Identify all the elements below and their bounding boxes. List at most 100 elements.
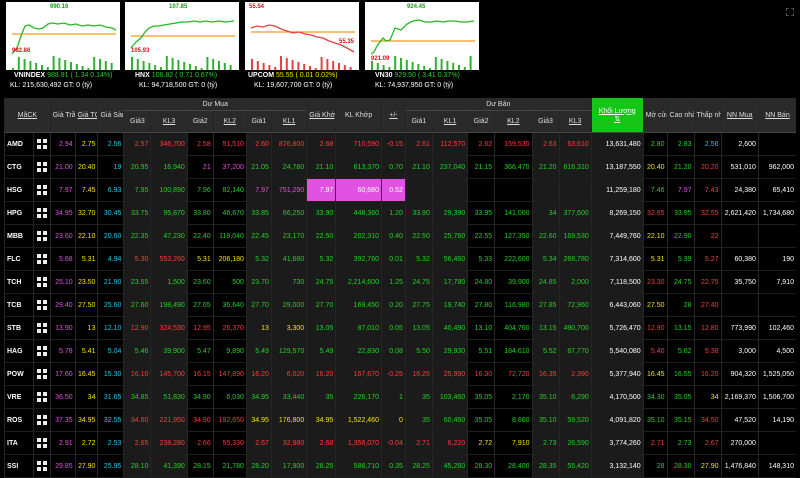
table-row[interactable]: ITA 2.91 2.72 2.53 2.65 238,280 2.66 55,330 2.67… (3, 431, 796, 455)
index-chart-vn30[interactable]: 924.45 921.09 (365, 2, 479, 70)
volume-bar (136, 59, 139, 70)
cell-symbol[interactable]: SSI (3, 454, 34, 478)
chart-grid-icon[interactable] (33, 293, 51, 317)
chart-grid-icon[interactable] (33, 132, 51, 156)
cell-symbol[interactable]: FLC (3, 247, 34, 271)
index-summary-hnx: HNX 106.82 ( 0.71 0.67%) (135, 71, 217, 81)
chart-grid-icon[interactable] (33, 247, 51, 271)
header-ceiling[interactable]: Giá Trần (49, 98, 76, 133)
volume-bar (411, 62, 414, 70)
table-row[interactable]: SSI 29.85 27.90 25.95 28.10 41,390 28.15 21,780… (3, 454, 796, 478)
cell-symbol[interactable]: STB (3, 316, 34, 340)
cell-symbol[interactable]: HSG (3, 178, 34, 202)
table-row[interactable]: CTG 21.00 20.40 19 20.95 16,940 21 37,200 21.05 2… (3, 155, 796, 179)
header-total-volume[interactable]: Khối Lượng ⇅ (590, 98, 644, 133)
index-chart-upcom[interactable]: 55.54 55.35 (245, 2, 359, 70)
header-floor[interactable]: Giá Sàn (97, 98, 124, 133)
header-ref[interactable]: Giá TC (74, 98, 98, 133)
chart-grid-icon[interactable] (33, 201, 51, 225)
volume-bar (309, 66, 311, 70)
cell-symbol[interactable]: TCH (3, 270, 34, 294)
chart-grid-icon[interactable] (33, 431, 51, 455)
header-sell-kl2[interactable]: KL2 (494, 110, 533, 133)
header-sell-g1[interactable]: Giá1 (404, 110, 433, 133)
table-row[interactable]: STB 13.90 13 12.10 12.90 324,530 12.95 26,370 13… (3, 316, 796, 340)
cell-sell-kl3: 616,310 (558, 155, 592, 179)
table-row[interactable]: HAG 5.78 5.41 5.04 5.46 39,900 5.47 9,890 5.49 12… (3, 339, 796, 363)
cell-symbol[interactable]: CTG (3, 155, 34, 179)
chart-grid-icon[interactable] (33, 339, 51, 363)
cell-ceiling: 17.60 (49, 362, 76, 386)
header-sell-kl3[interactable]: KL3 (558, 110, 592, 133)
index-chart-vnindex[interactable]: 990.16 982.86 (6, 2, 120, 70)
header-buy-kl1[interactable]: KL1 (270, 110, 307, 133)
chart-grid-icon[interactable] (33, 454, 51, 478)
chart-grid-icon[interactable] (33, 408, 51, 432)
table-row[interactable]: VRE 36.50 34 31.65 34.85 51,830 34.90 6,030 34.9… (3, 385, 796, 409)
header-buy-g3[interactable]: Giá3 (123, 110, 151, 133)
cell-symbol[interactable]: AMD (3, 132, 34, 156)
sort-icon[interactable]: ⇅ (614, 115, 621, 123)
table-row[interactable]: MBB 23.60 22.10 20.60 22.35 47,230 22.40 119,04… (3, 224, 796, 248)
cell-buy-g1: 13 (245, 316, 272, 340)
header-low[interactable]: Thấp nhất (693, 98, 722, 133)
cell-sell-g3: 28.35 (531, 454, 560, 478)
index-summary-vnindex: VNINDEX 988.91 ( 1.34 0.14%) (14, 71, 112, 81)
table-row[interactable]: TCB 29.40 27.50 25.60 27.60 198,490 27.65 36,64… (3, 293, 796, 317)
volume-bar (229, 65, 232, 70)
cell-sell-kl3: 2,000 (558, 270, 592, 294)
cell-total-volume: 8,269,150 (590, 201, 644, 225)
cell-symbol[interactable]: HPG (3, 201, 34, 225)
table-row[interactable]: FLC 5.68 5.31 4.94 5.30 553,260 5.31 206,180 5.3… (3, 247, 796, 271)
cell-sell-g2: 2.62 (467, 132, 495, 156)
chart-grid-icon[interactable] (33, 224, 51, 248)
header-symbol[interactable]: MãCK (4, 98, 51, 133)
header-buy-kl2[interactable]: KL2 (212, 110, 247, 133)
cell-match-price: 7.97 (306, 178, 336, 202)
chart-grid-icon[interactable] (33, 155, 51, 179)
cell-symbol[interactable]: VRE (3, 385, 34, 409)
header-nn-buy[interactable]: NN Mua (720, 98, 759, 133)
cell-symbol[interactable]: MBB (3, 224, 34, 248)
table-row[interactable]: AMD 2.94 2.75 2.56 2.57 346,700 2.58 51,510 2.60… (3, 132, 796, 156)
chart-grid-icon[interactable] (33, 316, 51, 340)
header-nn-sell[interactable]: NN Bán (757, 98, 796, 133)
cell-sell-g2: 2.72 (467, 431, 495, 455)
header-change[interactable]: +/- (380, 98, 406, 133)
table-row[interactable]: TCH 25.10 23.50 21.90 23.55 1,500 23.60 500 23.7… (3, 270, 796, 294)
cell-symbol[interactable]: ROS (3, 408, 34, 432)
header-high[interactable]: Cao nhất (666, 98, 695, 133)
cell-sell-kl3: 72,960 (558, 293, 592, 317)
cell-low: 34 (693, 385, 722, 409)
chart-grid-icon[interactable] (33, 178, 51, 202)
table-row[interactable]: HSG 7.97 7.45 6.93 7.95 100,890 7.96 82,140 7.97… (3, 178, 796, 202)
cell-symbol[interactable]: HAG (3, 339, 34, 363)
volume-bar (189, 64, 191, 70)
cell-symbol[interactable]: TCB (3, 293, 34, 317)
chart-grid-icon[interactable] (33, 385, 51, 409)
cell-change: 0.35 (380, 454, 406, 478)
cell-symbol[interactable]: POW (3, 362, 34, 386)
index-chart-hnx[interactable]: 107.85 105.93 (125, 2, 239, 70)
header-buy-kl3[interactable]: KL3 (150, 110, 188, 133)
header-sell-kl1[interactable]: KL1 (431, 110, 468, 133)
header-buy-g2[interactable]: Giá2 (186, 110, 214, 133)
chart-grid-icon[interactable] (33, 362, 51, 386)
header-match-price[interactable]: Giá Khớp (306, 98, 336, 133)
table-row[interactable]: POW 17.60 16.45 15.30 16.10 145,700 16.15 147,8… (3, 362, 796, 386)
header-sell-g2[interactable]: Giá2 (467, 110, 495, 133)
expand-icon[interactable] (785, 3, 795, 17)
header-buy-g1[interactable]: Giá1 (245, 110, 272, 133)
chart-grid-icon[interactable] (33, 270, 51, 294)
header-match-vol[interactable]: KL Khớp (335, 98, 382, 133)
table-row[interactable]: HPG 34.95 32.70 30.45 33.75 95,870 33.80 46,670… (3, 201, 796, 225)
cell-high: 35.05 (666, 385, 695, 409)
header-open[interactable]: Mở cửa (642, 98, 668, 133)
cell-change: 1 (380, 385, 406, 409)
table-row[interactable]: ROS 37.35 34.95 32.55 34.60 221,950 34.90 192,6… (3, 408, 796, 432)
header-sell-g3[interactable]: Giá3 (531, 110, 560, 133)
cell-nn-sell: 148,310 (757, 454, 796, 478)
cell-nn-sell: 1,506,700 (757, 385, 796, 409)
cell-sell-kl2: 404,760 (494, 316, 533, 340)
cell-symbol[interactable]: ITA (3, 431, 34, 455)
